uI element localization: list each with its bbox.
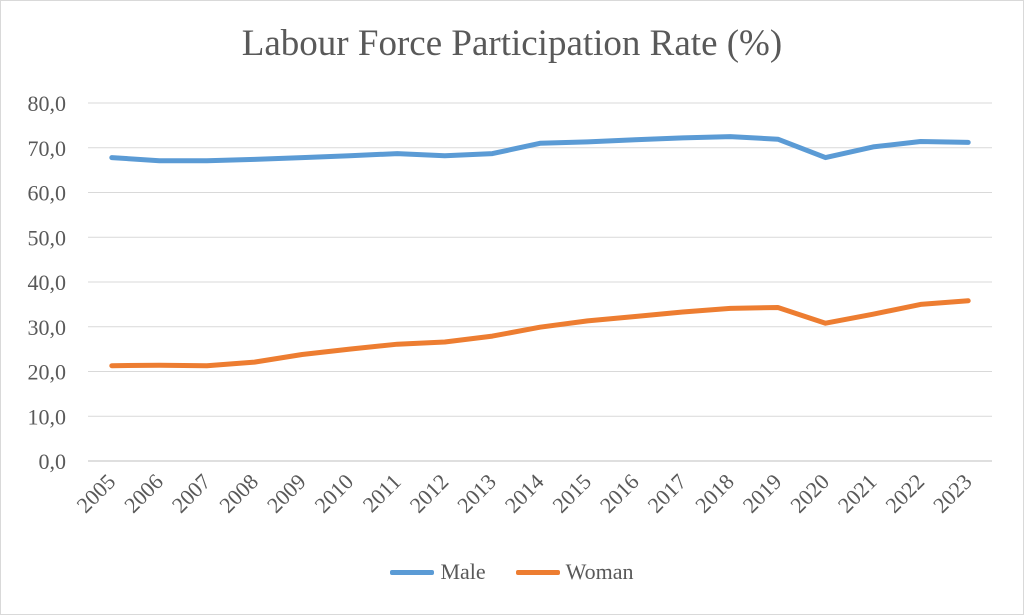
legend-item-male: Male [390, 559, 486, 585]
y-tick-label: 0,0 [39, 449, 67, 474]
data-point-male [206, 160, 208, 162]
data-point-woman [729, 307, 731, 309]
x-tick-label: 2021 [833, 469, 882, 518]
data-point-male [967, 141, 969, 143]
data-point-male [254, 158, 256, 160]
x-tick-label: 2010 [309, 469, 358, 518]
data-point-woman [254, 361, 256, 363]
series-line-woman [109, 298, 971, 369]
y-tick-label: 80,0 [28, 91, 67, 116]
x-tick-label: 2005 [72, 469, 121, 518]
x-tick-label: 2017 [642, 469, 691, 518]
data-point-woman [682, 311, 684, 313]
data-point-male [682, 137, 684, 139]
data-point-male [158, 160, 160, 162]
y-tick-label: 20,0 [28, 360, 67, 385]
data-point-woman [824, 322, 826, 324]
x-tick-label: 2007 [167, 469, 216, 518]
x-tick-label: 2011 [358, 469, 406, 517]
data-point-male [349, 155, 351, 157]
y-tick-label: 10,0 [28, 404, 67, 429]
x-tick-label: 2022 [880, 469, 929, 518]
data-point-male [301, 157, 303, 159]
data-point-woman [396, 343, 398, 345]
data-point-male [634, 139, 636, 141]
data-point-male [729, 136, 731, 138]
x-tick-label: 2008 [214, 469, 263, 518]
legend-label-woman: Woman [565, 559, 634, 584]
legend-label-male: Male [440, 559, 486, 584]
x-tick-label: 2016 [595, 469, 644, 518]
x-tick-label: 2013 [452, 469, 501, 518]
legend-swatch-male [390, 569, 435, 575]
data-point-woman [491, 335, 493, 337]
data-point-woman [444, 341, 446, 343]
data-point-woman [967, 300, 969, 302]
data-point-woman [587, 320, 589, 322]
data-point-male [491, 153, 493, 155]
data-point-male [111, 157, 113, 159]
legend: Male Woman [0, 559, 1024, 585]
data-point-woman [539, 326, 541, 328]
y-tick-label: 40,0 [28, 270, 67, 295]
x-tick-label: 2020 [785, 469, 834, 518]
data-point-male [444, 155, 446, 157]
y-tick-label: 70,0 [28, 136, 67, 161]
x-tick-label: 2006 [119, 469, 168, 518]
y-tick-label: 60,0 [28, 181, 67, 206]
data-point-male [824, 157, 826, 159]
legend-item-woman: Woman [515, 559, 634, 585]
data-point-woman [301, 353, 303, 355]
data-point-woman [206, 365, 208, 367]
data-point-male [920, 140, 922, 142]
x-tick-label: 2012 [405, 469, 454, 518]
x-tick-label: 2019 [738, 469, 787, 518]
chart-title: Labour Force Participation Rate (%) [241, 23, 783, 64]
series-line-male [109, 134, 971, 164]
data-point-male [396, 153, 398, 155]
legend-swatch-woman [515, 569, 560, 575]
data-point-male [872, 146, 874, 148]
data-point-woman [349, 348, 351, 350]
x-tick-label: 2014 [500, 469, 549, 518]
data-point-male [539, 142, 541, 144]
y-tick-label: 50,0 [28, 225, 67, 250]
data-point-male [587, 141, 589, 143]
data-point-woman [872, 313, 874, 315]
x-tick-label: 2009 [262, 469, 311, 518]
y-tick-label: 30,0 [28, 315, 67, 340]
data-point-woman [111, 365, 113, 367]
data-point-woman [634, 315, 636, 317]
x-tick-label: 2015 [547, 469, 596, 518]
data-point-male [777, 138, 779, 140]
data-point-woman [158, 364, 160, 366]
data-point-woman [777, 307, 779, 309]
x-tick-label: 2018 [690, 469, 739, 518]
x-tick-label: 2023 [928, 469, 977, 518]
data-point-woman [920, 303, 922, 305]
